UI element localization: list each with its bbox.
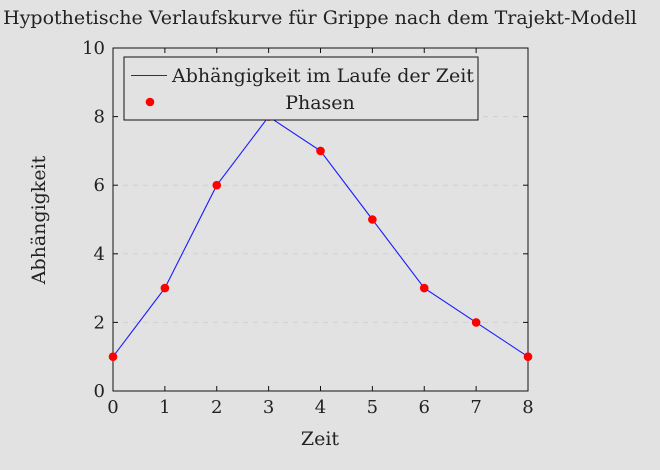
data-point [316, 146, 325, 156]
data-point [368, 215, 377, 224]
x-tick-label: 8 [522, 397, 533, 418]
x-tick-label: 4 [315, 397, 326, 418]
x-tick-label: 2 [211, 397, 222, 418]
chart-title: Hypothetische Verlaufskurve für Grippe n… [3, 7, 637, 29]
legend-label-line: Abhängigkeit im Laufe der Zeit [171, 65, 474, 87]
x-tick-label: 6 [419, 397, 430, 418]
y-tick-label: 2 [94, 312, 105, 333]
y-tick-label: 0 [94, 381, 105, 402]
y-tick-label: 4 [94, 244, 105, 265]
data-point [108, 352, 118, 362]
legend-marker-swatch [145, 97, 155, 107]
x-tick-label: 3 [263, 397, 274, 418]
x-tick-label: 1 [159, 397, 170, 418]
x-tick-label: 7 [470, 397, 481, 418]
legend-box [123, 56, 479, 121]
data-point [160, 283, 170, 293]
data-point [523, 352, 533, 362]
x-axis-label: Zeit [301, 428, 340, 450]
data-point [419, 283, 429, 293]
y-tick-label: 10 [82, 38, 105, 59]
tick-layer: 0 1 2 3 4 5 6 7 8 0 2 4 6 8 10 [82, 38, 534, 418]
legend-label-markers: Phasen [285, 92, 355, 114]
data-point [471, 318, 481, 327]
x-tick-label: 5 [367, 397, 378, 418]
y-axis-label: Abhängigkeit [28, 155, 50, 285]
data-point [212, 180, 222, 190]
x-tick-label: 0 [107, 397, 118, 418]
legend: Abhängigkeit im Laufe der Zeit Phasen [123, 56, 479, 121]
y-tick-label: 8 [94, 107, 105, 128]
y-tick-label: 6 [94, 175, 105, 196]
series-layer [108, 112, 533, 362]
